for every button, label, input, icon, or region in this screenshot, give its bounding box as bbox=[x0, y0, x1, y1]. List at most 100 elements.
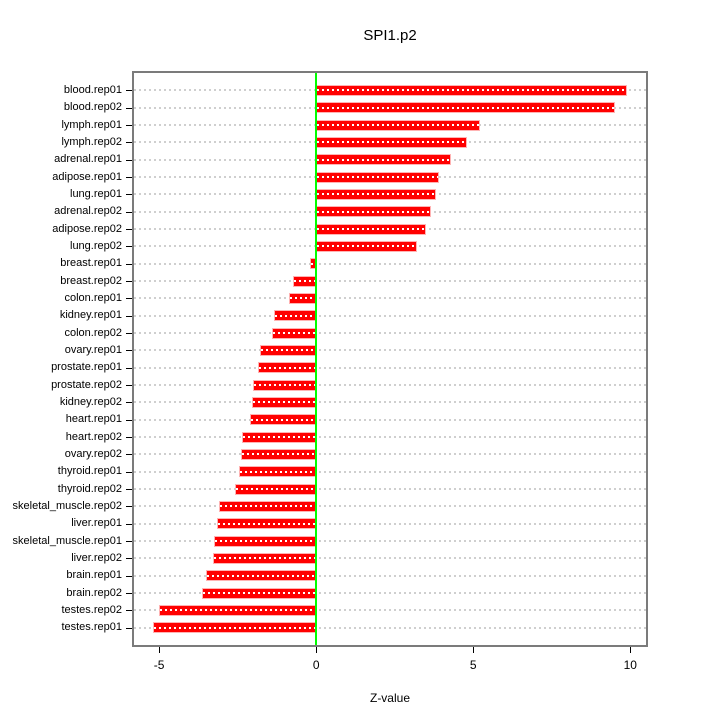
y-axis-tick bbox=[126, 610, 132, 611]
gridline bbox=[134, 505, 646, 508]
y-axis-tick bbox=[126, 576, 132, 577]
bar bbox=[316, 136, 467, 148]
x-axis-tick-label: -5 bbox=[153, 658, 165, 672]
gridline bbox=[134, 592, 646, 594]
bar-center-dash bbox=[317, 89, 627, 92]
gridline bbox=[134, 522, 646, 525]
bar-center-dash bbox=[317, 176, 438, 178]
bar bbox=[234, 483, 317, 495]
bar-center-dash bbox=[219, 505, 316, 508]
bar-center-dash bbox=[317, 158, 451, 161]
bar-center-dash bbox=[252, 401, 316, 404]
gridline bbox=[134, 557, 646, 560]
gridline bbox=[134, 436, 646, 438]
y-axis-tick bbox=[126, 368, 132, 369]
bar bbox=[152, 622, 317, 634]
bar-center-dash bbox=[235, 488, 316, 490]
bar-center-dash bbox=[251, 418, 316, 421]
gridline bbox=[134, 297, 646, 300]
y-axis-tick bbox=[126, 194, 132, 195]
bar bbox=[214, 535, 317, 547]
gridline bbox=[134, 384, 646, 386]
bar-center-dash bbox=[274, 314, 316, 317]
x-axis-tick-label: 0 bbox=[312, 658, 320, 672]
bar-center-dash bbox=[273, 332, 316, 334]
bar bbox=[251, 396, 317, 408]
gridline bbox=[134, 280, 646, 282]
bar-center-dash bbox=[317, 106, 614, 109]
y-axis-label: testes.rep01 bbox=[61, 621, 122, 634]
y-axis-tick bbox=[126, 472, 132, 473]
y-axis-tick bbox=[126, 454, 132, 455]
gridline bbox=[134, 470, 646, 473]
bar-center-dash bbox=[207, 574, 316, 577]
gridline bbox=[134, 574, 646, 577]
bar-center-dash bbox=[290, 297, 316, 300]
y-axis-label: breast.rep02 bbox=[60, 274, 122, 287]
y-axis-tick bbox=[126, 108, 132, 109]
y-axis-label: liver.rep02 bbox=[71, 551, 122, 564]
bar bbox=[250, 414, 317, 426]
y-axis-tick bbox=[126, 593, 132, 594]
y-axis-tick bbox=[126, 298, 132, 299]
bar-center-dash bbox=[160, 609, 316, 612]
plot-panel bbox=[132, 71, 648, 647]
y-axis-label: ovary.rep01 bbox=[64, 343, 122, 356]
bar bbox=[242, 431, 317, 443]
bar bbox=[292, 275, 317, 287]
bar bbox=[316, 119, 480, 131]
y-axis-label: lymph.rep01 bbox=[61, 118, 122, 131]
gridline bbox=[134, 262, 646, 265]
bar-center-dash bbox=[259, 366, 316, 369]
chart-title: SPI1.p2 bbox=[363, 27, 417, 44]
bar-center-dash bbox=[293, 280, 316, 282]
gridline bbox=[134, 332, 646, 334]
y-axis-tick bbox=[126, 541, 132, 542]
y-axis-tick bbox=[126, 333, 132, 334]
bar-center-dash bbox=[317, 228, 426, 230]
gridline bbox=[134, 314, 646, 317]
bar-center-dash bbox=[241, 453, 316, 456]
y-axis-tick bbox=[126, 229, 132, 230]
y-axis-label: blood.rep01 bbox=[63, 83, 122, 96]
x-axis-tick-label: 10 bbox=[623, 658, 637, 672]
y-axis-label: kidney.rep01 bbox=[59, 309, 122, 322]
x-axis-tick bbox=[473, 647, 474, 653]
y-axis-label: lymph.rep02 bbox=[61, 135, 122, 148]
gridline bbox=[134, 609, 646, 612]
bar-center-dash bbox=[240, 470, 316, 473]
bar bbox=[159, 604, 317, 616]
y-axis-label: brain.rep01 bbox=[66, 569, 122, 582]
y-axis-tick bbox=[126, 437, 132, 438]
y-axis-label: thyroid.rep01 bbox=[57, 465, 122, 478]
bar-center-dash bbox=[218, 522, 316, 525]
gridline bbox=[134, 401, 646, 404]
y-axis-tick bbox=[126, 402, 132, 403]
gridline bbox=[134, 453, 646, 456]
y-axis-label: adrenal.rep01 bbox=[54, 153, 122, 166]
bar bbox=[316, 102, 615, 114]
y-axis-tick bbox=[126, 90, 132, 91]
x-axis-tick bbox=[159, 647, 160, 653]
bar bbox=[217, 518, 317, 530]
x-axis-tick-label: 5 bbox=[469, 658, 477, 672]
y-axis-label: adipose.rep02 bbox=[52, 222, 122, 235]
bar bbox=[218, 500, 317, 512]
bar bbox=[316, 240, 417, 252]
gridline bbox=[134, 488, 646, 490]
bar-center-dash bbox=[215, 540, 316, 542]
y-axis-label: testes.rep02 bbox=[61, 603, 122, 616]
y-axis-label: brain.rep02 bbox=[66, 586, 122, 599]
y-axis-label: ovary.rep02 bbox=[64, 447, 122, 460]
y-axis-label: liver.rep01 bbox=[71, 517, 122, 530]
bar bbox=[289, 292, 317, 304]
y-axis-label: colon.rep02 bbox=[64, 326, 123, 339]
y-axis-label: kidney.rep02 bbox=[59, 395, 122, 408]
bar bbox=[206, 570, 317, 582]
y-axis-tick bbox=[126, 506, 132, 507]
bar-center-dash bbox=[317, 141, 466, 144]
gridline bbox=[134, 418, 646, 421]
y-axis-label: heart.rep01 bbox=[65, 413, 122, 426]
x-axis-title: Z-value bbox=[369, 691, 410, 705]
